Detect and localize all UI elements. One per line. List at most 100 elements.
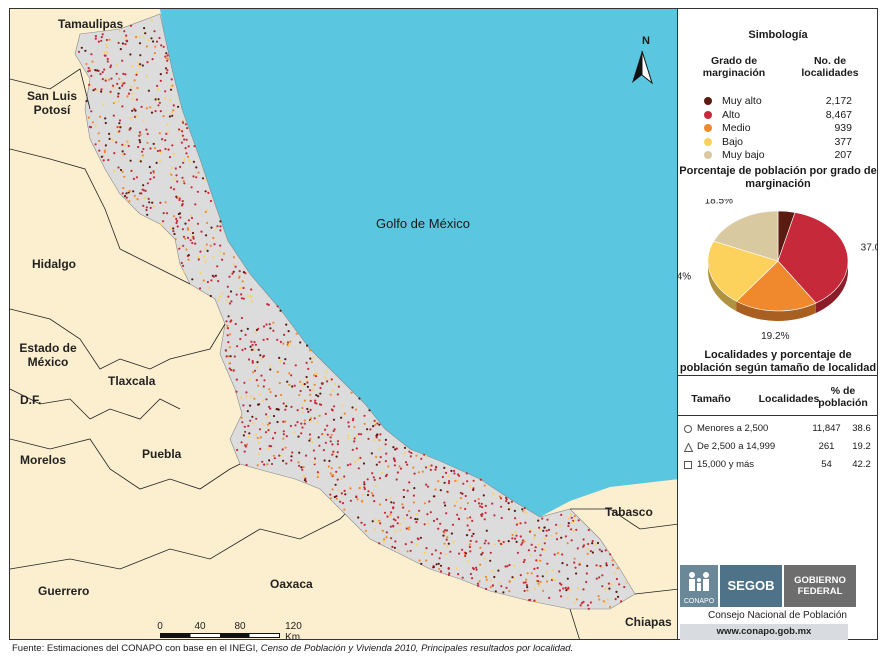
locality-dot: [491, 584, 494, 587]
size-table-title: Localidades y porcentaje de población se…: [679, 349, 877, 374]
locality-dot: [97, 40, 100, 43]
locality-dot: [142, 119, 145, 122]
locality-dot: [168, 99, 172, 102]
locality-dot: [609, 553, 612, 556]
locality-dot: [471, 577, 474, 580]
locality-dot: [226, 334, 229, 337]
locality-dot: [507, 508, 510, 511]
locality-dot: [263, 463, 266, 466]
locality-dot: [315, 394, 318, 397]
locality-dot: [172, 230, 175, 233]
locality-dot: [461, 492, 464, 495]
locality-dot: [519, 522, 522, 525]
locality-dot: [329, 472, 332, 475]
locality-dot: [279, 360, 282, 363]
locality-dot: [616, 567, 619, 570]
locality-dot: [492, 492, 495, 495]
locality-dot: [197, 256, 200, 259]
locality-dot: [146, 141, 149, 144]
locality-dot: [182, 264, 185, 267]
locality-dot: [471, 519, 474, 522]
locality-dot: [575, 598, 579, 601]
locality-dot: [600, 550, 603, 553]
locality-dot: [176, 225, 179, 228]
locality-dot: [133, 194, 136, 197]
locality-dot: [157, 104, 160, 107]
locality-dot: [538, 526, 541, 529]
locality-dot: [118, 30, 121, 33]
locality-dot: [570, 520, 574, 524]
locality-dot: [434, 549, 437, 552]
locality-dot: [228, 275, 231, 278]
locality-dot: [578, 563, 581, 566]
locality-dot: [443, 466, 446, 469]
locality-dot: [523, 589, 526, 593]
locality-dot: [255, 417, 258, 420]
locality-dot: [403, 517, 406, 520]
locality-dot: [122, 187, 125, 190]
locality-dot: [286, 341, 290, 344]
locality-dot: [585, 580, 588, 584]
locality-dot: [250, 340, 253, 343]
locality-dot: [159, 73, 162, 76]
locality-dot: [514, 537, 517, 540]
locality-dot: [125, 34, 128, 37]
locality-dot: [271, 437, 275, 440]
locality-dot: [565, 589, 568, 592]
locality-dot: [289, 424, 292, 428]
locality-dot: [481, 512, 484, 516]
locality-dot: [445, 538, 448, 541]
locality-dot: [611, 563, 615, 566]
locality-dot: [158, 132, 161, 135]
locality-dot: [367, 490, 370, 493]
locality-dot: [430, 464, 433, 467]
locality-dot: [525, 511, 528, 514]
locality-dot: [373, 438, 376, 441]
locality-dot: [273, 457, 276, 460]
locality-dot: [514, 531, 517, 534]
locality-dot: [156, 149, 159, 153]
locality-dot: [336, 443, 339, 446]
locality-dot: [326, 433, 329, 436]
locality-dot: [166, 123, 169, 126]
locality-dot: [285, 405, 288, 408]
locality-dot: [176, 180, 179, 183]
locality-dot: [160, 223, 163, 226]
locality-dot: [284, 408, 287, 411]
locality-dot: [189, 214, 193, 217]
locality-dot: [207, 191, 210, 194]
conapo-text: CONAPO: [683, 598, 715, 605]
locality-dot: [232, 270, 235, 273]
locality-dot: [139, 63, 142, 66]
legend-item: Medio 939: [704, 122, 864, 135]
locality-dot: [221, 292, 224, 295]
locality-dot: [309, 357, 312, 360]
locality-dot: [408, 450, 411, 453]
locality-dot: [119, 48, 122, 51]
locality-dot: [298, 464, 301, 467]
locality-dot: [230, 300, 233, 303]
locality-dot: [129, 88, 132, 91]
locality-dot: [587, 528, 590, 532]
locality-dot: [491, 502, 494, 505]
locality-dot: [406, 550, 409, 553]
locality-dot: [145, 128, 148, 131]
locality-dot: [413, 487, 416, 490]
locality-dot: [413, 472, 416, 475]
locality-dot: [165, 132, 168, 135]
locality-dot: [209, 294, 212, 298]
locality-dot: [118, 122, 121, 125]
locality-dot: [263, 379, 266, 382]
locality-dot: [127, 144, 130, 148]
locality-dot: [232, 263, 235, 266]
circle-icon: [684, 425, 692, 433]
locality-dot: [181, 203, 184, 206]
gob-line1: Gobierno: [794, 575, 846, 586]
locality-dot: [399, 523, 402, 526]
locality-dot: [582, 538, 585, 541]
locality-dot: [337, 385, 340, 388]
locality-dot: [464, 494, 467, 498]
locality-dot: [309, 399, 312, 402]
locality-dot: [450, 469, 453, 472]
